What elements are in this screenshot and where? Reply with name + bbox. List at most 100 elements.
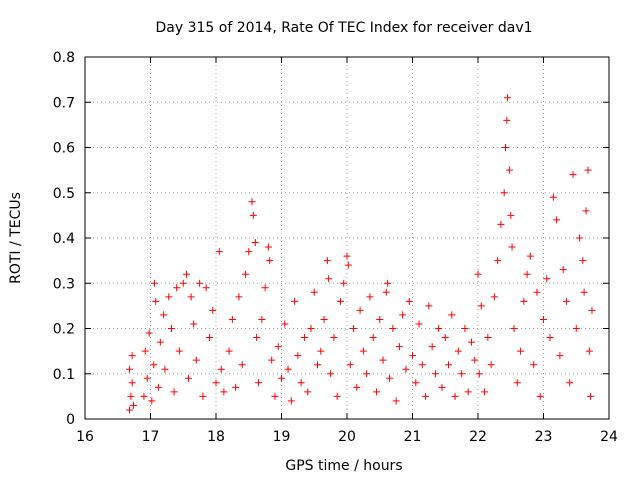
data-point (431, 370, 439, 378)
data-point (220, 388, 228, 396)
data-point (291, 297, 299, 305)
data-point (232, 383, 240, 391)
data-point (156, 338, 164, 346)
data-point (520, 297, 528, 305)
data-point (503, 94, 511, 102)
data-point (467, 338, 475, 346)
data-point (258, 315, 266, 323)
data-point (376, 315, 384, 323)
data-point (143, 374, 151, 382)
x-tick-label: 22 (469, 429, 487, 445)
data-point (170, 388, 178, 396)
data-point (294, 352, 302, 360)
data-point (314, 361, 322, 369)
axis-ticks (84, 56, 610, 420)
data-point (323, 257, 331, 265)
data-point (582, 207, 590, 215)
data-point (344, 261, 352, 269)
data-point (251, 239, 259, 247)
data-point (372, 388, 380, 396)
data-point (333, 392, 341, 400)
data-point (160, 311, 168, 319)
data-point (340, 279, 348, 287)
data-point (428, 343, 436, 351)
data-point (179, 279, 187, 287)
data-point (422, 392, 430, 400)
data-point (435, 325, 443, 332)
data-point (572, 325, 580, 332)
data-point (562, 297, 570, 305)
data-point (454, 347, 462, 355)
x-tick-label: 23 (535, 429, 553, 445)
data-point (356, 306, 364, 314)
data-point (366, 293, 374, 301)
data-point (330, 334, 338, 342)
data-point (325, 275, 333, 283)
data-point (536, 392, 544, 400)
x-axis-title: GPS time / hours (285, 458, 402, 474)
data-point (441, 334, 449, 342)
data-point (409, 352, 416, 360)
data-point (253, 334, 261, 342)
data-point (245, 248, 253, 256)
data-point (382, 288, 390, 296)
data-point (484, 334, 492, 342)
data-point (585, 347, 593, 355)
data-point (384, 279, 392, 287)
data-point (241, 270, 249, 278)
data-point (461, 325, 469, 332)
x-tick-label: 16 (76, 429, 94, 445)
data-point (228, 315, 236, 323)
data-point (187, 293, 195, 301)
chart-title: Day 315 of 2014, Rate Of TEC Index for r… (155, 20, 532, 36)
data-point (500, 189, 508, 197)
data-point (278, 374, 285, 382)
data-point (152, 297, 160, 305)
data-point (415, 320, 423, 328)
data-point (129, 401, 137, 409)
data-point (264, 243, 272, 251)
data-point (458, 370, 466, 378)
data-point (481, 388, 489, 396)
data-point (359, 347, 367, 355)
y-axis-title: ROTI / TECUs (8, 192, 24, 284)
data-point (418, 361, 426, 369)
x-tick-labels: 16 17 18 19 20 21 22 23 24 (76, 429, 618, 445)
data-point (497, 220, 505, 228)
data-point (402, 365, 410, 373)
data-point (150, 279, 158, 287)
data-point (192, 356, 200, 364)
y-tick-label: 0.2 (53, 322, 75, 338)
data-point (503, 116, 511, 124)
data-point (261, 284, 269, 292)
data-point (490, 293, 498, 301)
y-tick-label: 0.3 (53, 276, 75, 292)
data-point (508, 243, 516, 251)
data-point (300, 334, 308, 342)
data-point (255, 379, 263, 387)
y-tick-labels: 0 0.1 0.2 0.3 0.4 0.5 0.6 0.7 0.8 (53, 50, 75, 428)
data-points (126, 94, 596, 414)
data-point (217, 365, 225, 373)
data-point (209, 306, 217, 314)
data-point (553, 216, 561, 224)
data-point (150, 361, 158, 369)
data-point (148, 397, 156, 405)
data-point (412, 379, 420, 387)
data-point (556, 352, 564, 360)
data-point (471, 356, 479, 364)
data-point (184, 374, 192, 382)
data-point (336, 297, 344, 305)
data-point (127, 392, 135, 400)
data-point (140, 392, 148, 400)
data-point (584, 166, 592, 174)
y-tick-label: 0.6 (53, 141, 75, 157)
data-point (317, 347, 325, 355)
data-point (271, 392, 279, 400)
y-tick-label: 0.7 (53, 95, 75, 111)
data-point (451, 392, 459, 400)
data-point (526, 252, 534, 260)
data-point (281, 320, 289, 328)
data-point (363, 370, 371, 378)
